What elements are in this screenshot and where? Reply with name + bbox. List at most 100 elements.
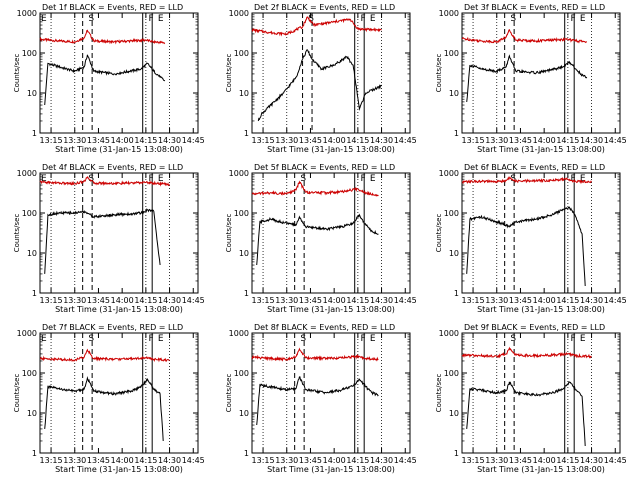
event-marker: E <box>370 14 376 24</box>
event-marker: S <box>300 334 306 344</box>
y-tick-label: 1000 <box>439 169 459 178</box>
event-marker: S <box>308 14 314 24</box>
x-tick-label: 13:15 <box>462 296 485 305</box>
x-tick-label: 14:45 <box>604 136 627 145</box>
x-tick-label: 14:45 <box>182 456 205 465</box>
y-tick-label: 10 <box>239 409 249 418</box>
x-tick-label: 14:15 <box>346 456 369 465</box>
x-tick-label: 14:45 <box>394 136 417 145</box>
event-marker: F <box>570 334 575 344</box>
panel-title: Det 9f BLACK = Events, RED = LLD <box>464 323 605 332</box>
plot-frame <box>251 332 411 454</box>
x-tick-label: 13:30 <box>63 296 86 305</box>
y-tick-label: 10 <box>239 89 249 98</box>
x-tick-label: 13:15 <box>252 296 275 305</box>
x-tick-label: 14:15 <box>134 296 157 305</box>
y-tick-label: 1000 <box>229 169 249 178</box>
x-tick-label: 13:15 <box>462 136 485 145</box>
x-tick-label: 14:30 <box>370 296 393 305</box>
x-tick-label: 13:30 <box>275 296 298 305</box>
x-axis-label: Start Time (31-Jan-15 13:08:00) <box>55 465 183 474</box>
x-tick-label: 13:45 <box>509 296 532 305</box>
detector-panel-8: Det 8f BLACK = Events, RED = LLD S F E 1 10 10… <box>225 323 417 474</box>
panel-title: Det 2f BLACK = Events, RED = LLD <box>254 3 395 12</box>
x-tick-label: 13:30 <box>485 136 508 145</box>
x-tick-label: 14:00 <box>533 456 556 465</box>
x-tick-label: 13:15 <box>40 296 63 305</box>
y-tick-label: 10 <box>27 249 37 258</box>
event-marker: E <box>158 174 164 184</box>
plot-frame <box>39 172 199 294</box>
x-tick-label: 13:45 <box>509 456 532 465</box>
y-tick-label: 10 <box>27 409 37 418</box>
detector-panel-3: Det 3f BLACK = Events, RED = LLD S F E 1 10 10… <box>435 3 627 154</box>
y-tick-label: 1 <box>454 449 459 458</box>
x-tick-label: 14:00 <box>533 296 556 305</box>
panel-title: Det 8f BLACK = Events, RED = LLD <box>254 323 395 332</box>
x-tick-label: 14:15 <box>556 136 579 145</box>
event-marker: E <box>580 334 586 344</box>
event-marker: F <box>360 14 365 24</box>
y-tick-label: 1000 <box>229 329 249 338</box>
event-marker: F <box>570 174 575 184</box>
x-tick-label: 13:30 <box>485 456 508 465</box>
x-tick-label: 13:15 <box>462 456 485 465</box>
event-marker: F <box>360 334 365 344</box>
event-marker: F <box>148 14 153 24</box>
y-tick-label: 10 <box>27 89 37 98</box>
event-marker: F <box>570 14 575 24</box>
y-tick-label: 100 <box>444 209 459 218</box>
y-tick-label: 1 <box>454 129 459 138</box>
x-tick-label: 13:30 <box>63 136 86 145</box>
detector-panel-2: Det 2f BLACK = Events, RED = LLD S F E 1 10 10… <box>225 3 417 154</box>
events-series-line <box>44 208 161 274</box>
lld-series-line <box>39 176 171 187</box>
y-tick-label: 10 <box>449 409 459 418</box>
event-marker: E <box>158 334 164 344</box>
panel-title: Det 3f BLACK = Events, RED = LLD <box>464 3 605 12</box>
panel-title: Det 6f BLACK = Events, RED = LLD <box>464 163 605 172</box>
events-series-line <box>256 213 379 266</box>
event-marker: E <box>41 14 47 24</box>
x-tick-label: 14:00 <box>323 296 346 305</box>
events-series-line <box>466 206 586 287</box>
lld-series-line <box>461 346 592 359</box>
y-tick-label: 10 <box>449 89 459 98</box>
lld-series-line <box>461 176 592 185</box>
y-tick-label: 10 <box>449 249 459 258</box>
y-tick-label: 1000 <box>17 9 37 18</box>
x-axis-label: Start Time (31-Jan-15 13:08:00) <box>477 305 605 314</box>
x-tick-label: 14:45 <box>182 296 205 305</box>
x-tick-label: 13:30 <box>485 296 508 305</box>
panel-title: Det 5f BLACK = Events, RED = LLD <box>254 163 395 172</box>
y-axis-label: Counts/sec <box>225 214 233 253</box>
plot-frame <box>39 332 199 454</box>
events-series-line <box>44 376 164 442</box>
plot-frame <box>251 172 411 294</box>
x-tick-label: 14:30 <box>580 296 603 305</box>
y-axis-label: Counts/sec <box>435 214 443 253</box>
x-axis-label: Start Time (31-Jan-15 13:08:00) <box>55 305 183 314</box>
x-tick-label: 14:15 <box>346 296 369 305</box>
x-axis-label: Start Time (31-Jan-15 13:08:00) <box>267 145 395 154</box>
y-tick-label: 1000 <box>229 9 249 18</box>
panel-title: Det 7f BLACK = Events, RED = LLD <box>42 323 183 332</box>
event-marker: S <box>300 174 306 184</box>
y-axis-label: Counts/sec <box>225 374 233 413</box>
events-series-line <box>466 381 586 447</box>
event-marker: E <box>41 174 47 184</box>
events-series-line <box>44 54 166 106</box>
x-tick-label: 13:45 <box>509 136 532 145</box>
event-marker: F <box>360 174 365 184</box>
x-tick-label: 14:00 <box>533 136 556 145</box>
y-tick-label: 1 <box>244 449 249 458</box>
x-tick-label: 13:30 <box>63 456 86 465</box>
event-marker: E <box>158 14 164 24</box>
x-tick-label: 14:00 <box>111 136 134 145</box>
x-tick-label: 13:15 <box>252 136 275 145</box>
x-tick-label: 14:30 <box>580 456 603 465</box>
y-tick-label: 1 <box>454 289 459 298</box>
x-tick-label: 14:45 <box>394 456 417 465</box>
